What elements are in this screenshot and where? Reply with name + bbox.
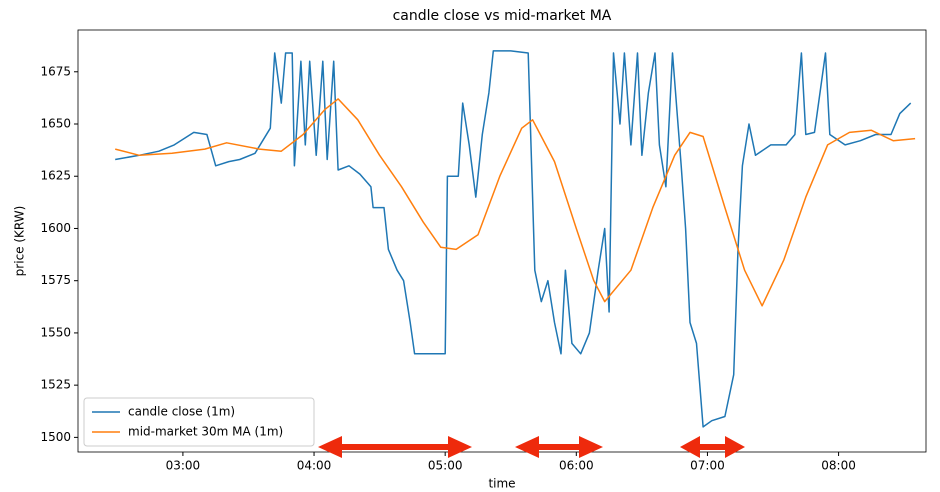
y-tick-label: 1675 [40, 64, 71, 78]
legend-label: candle close (1m) [128, 405, 235, 419]
chart-title: candle close vs mid-market MA [393, 8, 612, 24]
arrow [680, 436, 745, 458]
plot-frame [77, 29, 927, 453]
x-tick-label: 06:00 [559, 459, 594, 473]
y-tick-label: 1550 [40, 325, 71, 339]
legend-label: mid-market 30m MA (1m) [128, 425, 283, 439]
y-tick-label: 1525 [40, 378, 71, 392]
y-tick-label: 1650 [40, 117, 71, 131]
y-axis-label: price (KRW) [13, 206, 27, 277]
line-series [115, 50, 912, 428]
x-tick-label: 08:00 [821, 459, 856, 473]
x-axis-label: time [488, 477, 515, 491]
x-tick-label: 04:00 [297, 459, 332, 473]
legend: candle close (1m) mid-market 30m MA (1m) [83, 397, 315, 447]
x-tick-label: 03:00 [166, 459, 201, 473]
annotation-arrows [318, 436, 745, 458]
y-tick-label: 1625 [40, 169, 71, 183]
arrow [515, 436, 603, 458]
marks [115, 50, 916, 428]
arrow [318, 436, 472, 458]
x-tick-label: 05:00 [428, 459, 463, 473]
x-tick-label: 07:00 [690, 459, 725, 473]
y-tick-label: 1600 [40, 221, 71, 235]
line-series [115, 98, 916, 307]
legend-box [83, 397, 315, 447]
y-tick-label: 1575 [40, 273, 71, 287]
y-tick-label: 1500 [40, 430, 71, 444]
